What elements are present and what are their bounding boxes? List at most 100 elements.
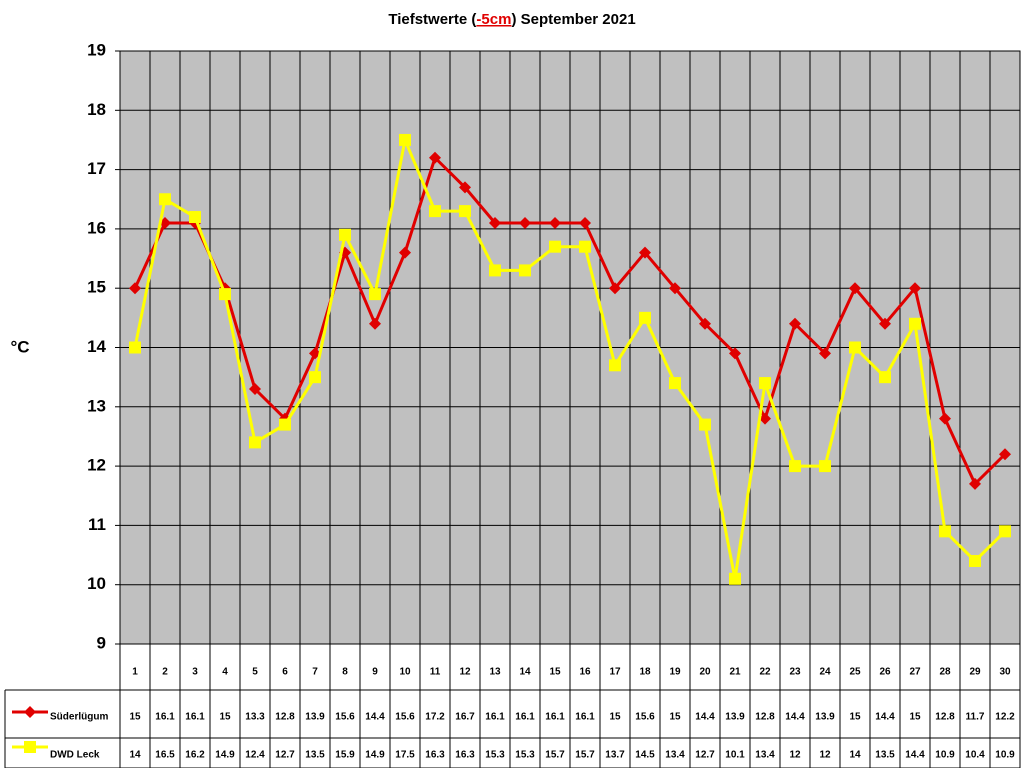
x-tick-label: 15 [549, 667, 561, 678]
y-tick-label: 14 [87, 337, 106, 356]
point [819, 347, 831, 360]
point [459, 205, 471, 218]
y-tick-label: 9 [97, 633, 106, 652]
data-table-value: 12 [819, 750, 831, 761]
x-tick-label: 17 [609, 667, 621, 678]
data-table-value: 15.7 [575, 750, 595, 761]
point [339, 228, 351, 241]
point [759, 377, 771, 390]
data-table-value: 14.9 [365, 750, 385, 761]
data-table-value: 16.1 [545, 712, 565, 723]
point [849, 282, 861, 295]
x-tick-label: 30 [999, 667, 1011, 678]
point [129, 341, 141, 354]
point [789, 460, 801, 473]
data-table-value: 13.5 [875, 750, 895, 761]
x-tick-label: 7 [312, 667, 318, 678]
chart-title: Tiefstwerte (-5cm) September 2021 [388, 11, 635, 28]
point [369, 288, 381, 301]
x-tick-label: 5 [252, 667, 258, 678]
y-tick-label: 15 [87, 278, 106, 297]
title-part: Tiefstwerte ( [388, 11, 476, 28]
point [249, 383, 261, 396]
data-table-value: 12.8 [275, 712, 295, 723]
data-table-value: 13.4 [755, 750, 775, 761]
data-table-value: 13.4 [665, 750, 685, 761]
point [969, 477, 981, 490]
point [639, 246, 651, 259]
point [759, 412, 771, 425]
data-table-value: 12.8 [935, 712, 955, 723]
data-table-value: 12.2 [995, 712, 1015, 723]
data-table-value: 12.4 [245, 750, 265, 761]
point [939, 525, 951, 538]
data-table-value: 15.6 [335, 712, 355, 723]
data-table-value: 16.1 [575, 712, 595, 723]
data-table-value: 14.4 [695, 712, 715, 723]
point [969, 554, 981, 567]
point [309, 371, 321, 384]
data-table-value: 12.7 [275, 750, 295, 761]
data-table-value: 14.4 [365, 712, 385, 723]
title-part: ) September 2021 [511, 11, 635, 28]
point [729, 572, 741, 585]
data-table-value: 17.5 [395, 750, 415, 761]
x-tick-label: 16 [579, 667, 591, 678]
data-table-value: 16.1 [515, 712, 535, 723]
data-table-value: 15 [219, 712, 231, 723]
x-tick-label: 23 [789, 667, 801, 678]
data-table-value: 15 [849, 712, 861, 723]
data-table-value: 10.9 [935, 750, 955, 761]
data-table-value: 16.1 [155, 712, 175, 723]
point [909, 317, 921, 330]
data-table-value: 16.1 [185, 712, 205, 723]
x-tick-label: 3 [192, 667, 198, 678]
point [429, 151, 441, 164]
x-tick-label: 4 [222, 667, 228, 678]
point [669, 377, 681, 390]
point [459, 181, 471, 194]
data-table-value: 14.5 [635, 750, 655, 761]
x-tick-label: 12 [459, 667, 471, 678]
x-tick-label: 26 [879, 667, 891, 678]
x-tick-label: 9 [372, 667, 378, 678]
point [519, 264, 531, 277]
data-table-value: 15.3 [485, 750, 505, 761]
x-tick-label: 10 [399, 667, 411, 678]
point [519, 216, 531, 229]
data-table-value: 16.7 [455, 712, 475, 723]
point [999, 525, 1011, 538]
point [189, 211, 201, 224]
data-table-value: 10.4 [965, 750, 985, 761]
data-table-value: 14.4 [875, 712, 895, 723]
x-tick-label: 1 [132, 667, 138, 678]
x-tick-label: 28 [939, 667, 951, 678]
data-table-value: 14 [129, 750, 141, 761]
data-table-value: 15 [129, 712, 141, 723]
data-table-value: 13.9 [725, 712, 745, 723]
point [999, 448, 1011, 461]
x-tick-label: 8 [342, 667, 348, 678]
point [849, 341, 861, 354]
data-table-value: 12.7 [695, 750, 715, 761]
data-table-value: 15 [669, 712, 681, 723]
point [639, 311, 651, 324]
point [579, 240, 591, 253]
point [939, 412, 951, 425]
data-table-value: 14.4 [905, 750, 925, 761]
data-table-value: 13.3 [245, 712, 265, 723]
point [609, 359, 621, 372]
point [159, 193, 171, 206]
data-table-value: 13.9 [815, 712, 835, 723]
x-tick-label: 25 [849, 667, 861, 678]
data-table-value: 15 [609, 712, 621, 723]
data-table-value: 10.1 [725, 750, 745, 761]
data-table-value: 14.4 [785, 712, 805, 723]
x-tick-label: 18 [639, 667, 651, 678]
data-table-value: 14.9 [215, 750, 235, 761]
point [399, 246, 411, 259]
point [579, 216, 591, 229]
point [549, 216, 561, 229]
point [879, 317, 891, 330]
y-axis-label: °C [10, 337, 29, 356]
